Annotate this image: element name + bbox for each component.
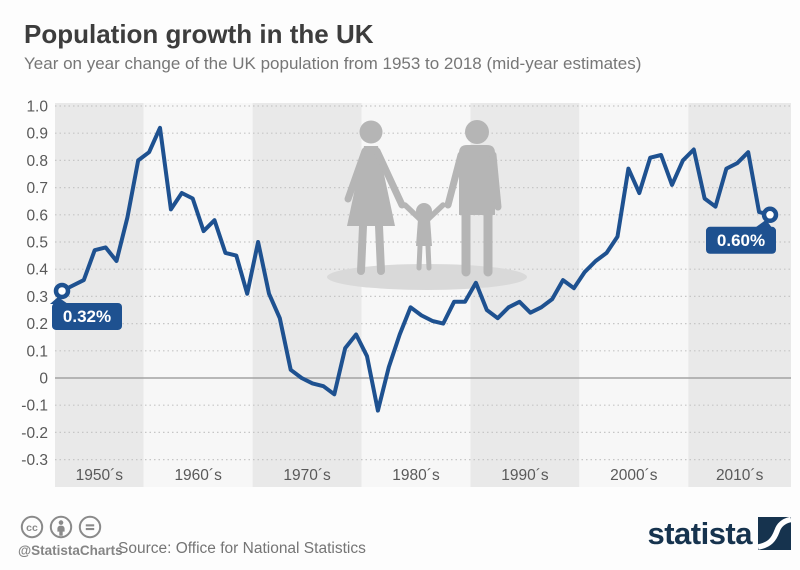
y-axis-tick-label: -0.2 — [21, 425, 48, 442]
y-axis-tick-label: 0.9 — [26, 126, 48, 143]
statista-logo-mark-icon — [758, 517, 791, 550]
page-title: Population growth in the UK — [24, 19, 374, 49]
population-growth-line — [60, 125, 772, 413]
y-axis-tick-label: 0.7 — [26, 180, 48, 197]
decade-band — [688, 103, 791, 487]
value-badge-label: 0.32% — [63, 307, 111, 326]
y-axis-tick-label: 0.4 — [26, 262, 48, 279]
svg-text:cc: cc — [26, 522, 38, 534]
x-axis-decade-label: 1970´s — [283, 467, 331, 484]
y-axis-tick-label: 0.6 — [26, 207, 48, 224]
chart-series: 0.32% 0.60% — [50, 125, 779, 413]
y-axis-tick-label: -0.3 — [21, 452, 48, 469]
y-axis-tick-label: 0 — [39, 371, 48, 388]
x-axis-decade-label: 1950´s — [76, 467, 124, 484]
y-axis-tick-label: 1.0 — [26, 99, 48, 116]
data-point-marker — [53, 282, 71, 300]
badge-pointer — [50, 296, 68, 304]
x-axis-decade-label: 1990´s — [501, 467, 549, 484]
statista-logo-text: statista — [647, 516, 752, 551]
x-axis-decade-label: 2010´s — [716, 467, 764, 484]
no-derivatives-icon — [78, 515, 102, 539]
cc-icon: cc — [20, 515, 44, 539]
x-axis-decade-label: 1980´s — [392, 467, 440, 484]
badge-pointer — [755, 219, 772, 228]
value-badge-label: 0.60% — [717, 231, 765, 250]
x-axis-decade-label: 1960´s — [174, 467, 222, 484]
y-axis-tick-label: 0.1 — [26, 343, 48, 360]
value-badge — [52, 302, 122, 330]
decade-band — [55, 103, 144, 487]
chart-background: 1950´s 1960´s 1970´s 1980´s 1990´s 2000´s 2010… — [21, 99, 791, 487]
source-note: Source: Office for National Statistics — [118, 540, 366, 557]
page-subtitle: Year on year change of the UK population… — [24, 54, 642, 73]
statista-charts-handle: @StatistaCharts — [18, 543, 123, 558]
license-icons: cc — [20, 515, 102, 539]
attribution-icon — [49, 515, 73, 539]
y-axis-tick-label: -0.1 — [21, 398, 48, 415]
y-axis-tick-label: 0.2 — [26, 316, 48, 333]
decade-band — [579, 103, 689, 487]
y-axis-tick-label: 0.5 — [26, 235, 48, 252]
y-axis-tick-label: 0.3 — [26, 289, 48, 306]
decade-band — [143, 103, 253, 487]
population-growth-line-chart: 1950´s 1960´s 1970´s 1980´s 1990´s 2000´s 2010… — [21, 99, 791, 487]
data-point-marker — [761, 206, 779, 224]
statista-logo: statista — [647, 517, 791, 550]
value-badge — [706, 226, 776, 254]
x-axis-decade-label: 2000´s — [610, 467, 658, 484]
y-axis-tick-label: 0.8 — [26, 153, 48, 170]
